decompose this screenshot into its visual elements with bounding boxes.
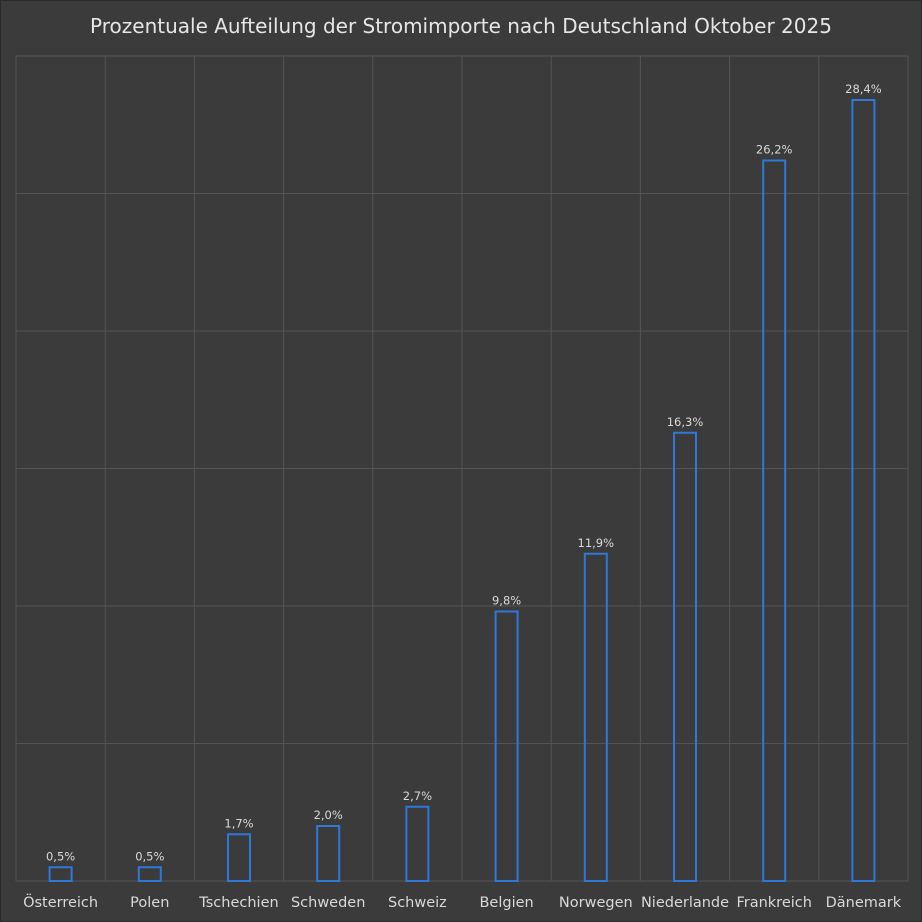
data-label-frankreich: 26,2% [756, 143, 793, 157]
data-labels: 0,5% 0,5% 1,7% 2,0% 2,7% 9,8% 11,9% 16,3% 26,2% 2… [46, 82, 882, 863]
bar-polen [137, 866, 162, 882]
x-tick-label-tschechien: Tschechien [198, 895, 278, 911]
x-tick-label-schweiz: Schweiz [388, 895, 447, 911]
data-label--sterreich: 0,5% [46, 849, 75, 863]
bar-tschechien [227, 833, 251, 882]
x-tick-label-frankreich: Frankreich [736, 895, 811, 911]
x-tick-label-belgien: Belgien [479, 895, 533, 911]
grid-lines [15, 55, 909, 882]
x-tick-label-d-nemark: Dänemark [826, 895, 902, 911]
data-label-d-nemark: 28,4% [845, 82, 882, 96]
bar-d-nemark [851, 99, 876, 882]
bar-niederlande [673, 431, 697, 882]
data-label-belgien: 9,8% [492, 594, 521, 608]
x-tick-label-niederlande: Niederlande [641, 895, 729, 911]
data-label-niederlande: 16,3% [667, 415, 704, 429]
x-tick-label-polen: Polen [130, 895, 169, 911]
bar-schweden [316, 825, 341, 882]
data-label-schweiz: 2,7% [403, 789, 432, 803]
bar-frankreich [762, 159, 787, 882]
x-tick-label-schweden: Schweden [291, 895, 365, 911]
bar-schweiz [405, 805, 430, 882]
bar-belgien [494, 610, 519, 882]
data-label-tschechien: 1,7% [224, 816, 253, 830]
bars [48, 99, 876, 882]
bar-norwegen [583, 552, 608, 882]
data-label-polen: 0,5% [135, 849, 164, 863]
x-tick-label-norwegen: Norwegen [559, 895, 633, 911]
chart-title: Prozentuale Aufteilung der Stromimporte … [90, 14, 832, 38]
x-tick-labels: Österreich Polen Tschechien Schweden Schweiz… [23, 893, 902, 911]
x-tick-label--sterreich: Österreich [23, 893, 98, 911]
data-label-norwegen: 11,9% [578, 536, 615, 550]
data-label-schweden: 2,0% [314, 808, 343, 822]
bar--sterreich [48, 866, 73, 882]
